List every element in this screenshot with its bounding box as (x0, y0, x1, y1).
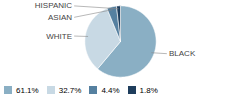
svg-text:WHITE: WHITE (46, 32, 72, 41)
svg-text:HISPANIC: HISPANIC (35, 1, 72, 10)
svg-text:ASIAN: ASIAN (48, 13, 72, 22)
html-text:4.4%: 4.4% (101, 85, 120, 95)
html-text:61.1%: 61.1% (16, 85, 39, 95)
html-text:1.8%: 1.8% (139, 85, 158, 95)
html-text:32.7%: 32.7% (58, 85, 82, 95)
svg-text:BLACK: BLACK (169, 49, 196, 58)
